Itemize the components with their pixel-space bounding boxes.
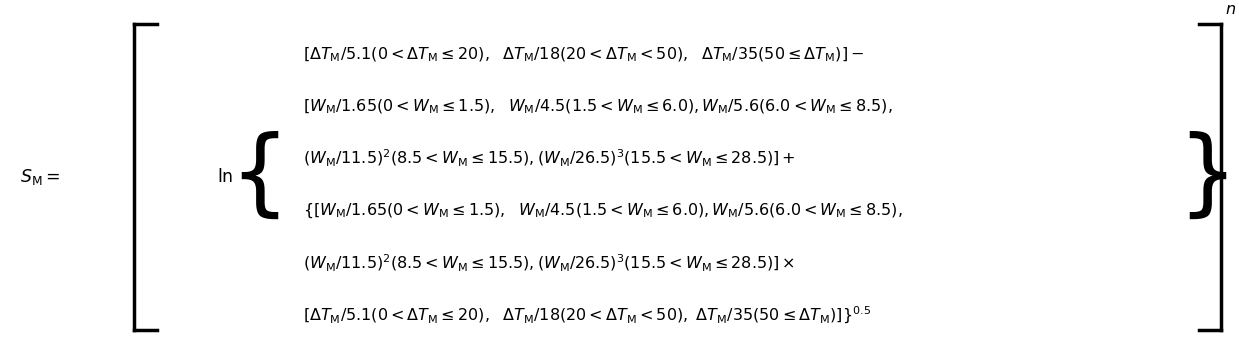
Text: $[\Delta T_{\mathrm{M}}/5.1(0<\Delta T_{\mathrm{M}}\leq 20),\ \ \Delta T_{\mathr: $[\Delta T_{\mathrm{M}}/5.1(0<\Delta T_{…: [304, 305, 871, 326]
Text: $n$: $n$: [1224, 2, 1235, 17]
Text: $(W_{\mathrm{M}}/11.5)^{2}(8.5<W_{\mathrm{M}}\leq 15.5),(W_{\mathrm{M}}/26.5)^{3: $(W_{\mathrm{M}}/11.5)^{2}(8.5<W_{\mathr…: [304, 148, 795, 169]
Text: $\{[W_{\mathrm{M}}/1.65(0<W_{\mathrm{M}}\leq 1.5),\ \ W_{\mathrm{M}}/4.5(1.5<W_{: $\{[W_{\mathrm{M}}/1.65(0<W_{\mathrm{M}}…: [304, 202, 903, 220]
Text: $\{$: $\{$: [229, 131, 279, 223]
Text: $[\Delta T_{\mathrm{M}}/5.1(0<\Delta T_{\mathrm{M}}\leq 20),\ \ \Delta T_{\mathr: $[\Delta T_{\mathrm{M}}/5.1(0<\Delta T_{…: [304, 45, 865, 64]
Text: $\}$: $\}$: [1177, 131, 1228, 223]
Text: $(W_{\mathrm{M}}/11.5)^{2}(8.5<W_{\mathrm{M}}\leq 15.5),(W_{\mathrm{M}}/26.5)^{3: $(W_{\mathrm{M}}/11.5)^{2}(8.5<W_{\mathr…: [304, 252, 795, 273]
Text: $[W_{\mathrm{M}}/1.65(0<W_{\mathrm{M}}\leq 1.5),\ \ W_{\mathrm{M}}/4.5(1.5<W_{\m: $[W_{\mathrm{M}}/1.65(0<W_{\mathrm{M}}\l…: [304, 98, 893, 116]
Text: $\ln$: $\ln$: [217, 168, 233, 186]
Text: $S_{\mathrm{M}} = $: $S_{\mathrm{M}} = $: [20, 167, 59, 187]
